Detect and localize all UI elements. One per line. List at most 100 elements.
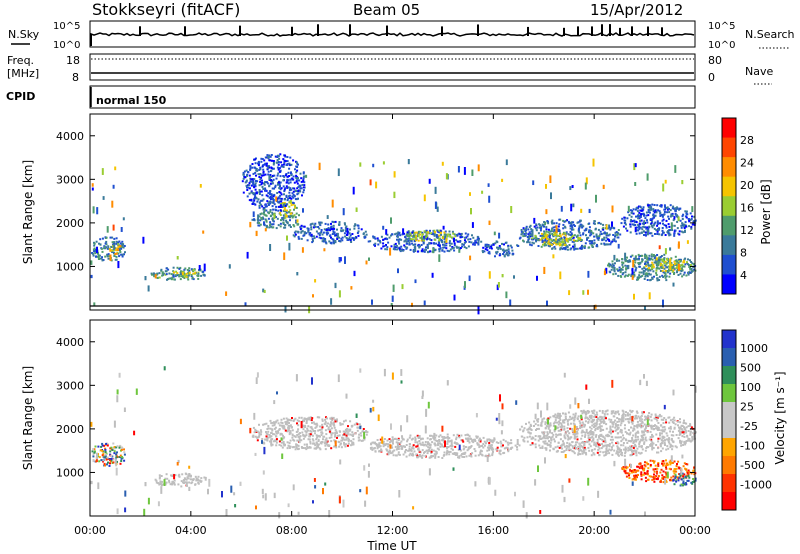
scatter-cell [556, 450, 559, 453]
scatter-cell [443, 233, 446, 236]
scatter-cell [123, 245, 126, 247]
scatter-cell [673, 207, 676, 210]
scatter-cell [617, 453, 619, 456]
scatter-cell [602, 184, 605, 189]
scatter-cell [597, 448, 600, 451]
scatter-cell [203, 263, 206, 272]
scatter-cell [638, 274, 641, 277]
scatter-cell [283, 216, 286, 219]
scatter-cell [269, 202, 272, 205]
scatter-cell [299, 187, 302, 190]
scatter-cell [551, 247, 554, 250]
scatter-cell [638, 217, 641, 220]
scatter-cell [413, 240, 416, 243]
scatter-cell [405, 455, 408, 458]
scatter-cell [115, 446, 118, 449]
scatter-cell [647, 269, 650, 272]
scatter-cell [263, 208, 266, 212]
scatter-cell [673, 268, 676, 271]
scatter-cell [304, 447, 307, 450]
scatter-cell [275, 441, 278, 444]
scatter-cell [653, 211, 656, 214]
scatter-cell [644, 253, 647, 256]
scatter-cell [588, 246, 591, 249]
scatter-cell [112, 243, 114, 246]
scatter-cell [637, 214, 640, 216]
scatter-cell [271, 211, 274, 214]
scatter-cell [672, 282, 675, 287]
scatter-cell [663, 262, 666, 265]
scatter-cell [549, 444, 552, 447]
scatter-cell [345, 434, 348, 437]
scatter-cell [608, 442, 611, 445]
scatter-cell [267, 436, 270, 439]
scatter-cell [644, 449, 647, 452]
scatter-cell [355, 207, 358, 212]
scatter-cell [242, 191, 245, 194]
scatter-cell [644, 429, 647, 432]
scatter-cell [561, 238, 564, 241]
scatter-cell [506, 252, 509, 254]
scatter-cell [414, 279, 417, 284]
scatter-cell [377, 239, 380, 242]
scatter-cell [664, 234, 667, 236]
scatter-cell [277, 168, 280, 171]
scatter-cell [305, 174, 308, 178]
scatter-cell [563, 425, 566, 428]
scatter-cell [457, 456, 459, 459]
scatter-cell [403, 244, 406, 247]
scatter-cell [267, 425, 270, 427]
scatter-cell [442, 243, 444, 246]
scatter-cell [660, 415, 663, 418]
scatter-cell [251, 203, 254, 205]
scatter-cell [613, 266, 616, 273]
scatter-cell [402, 453, 405, 456]
scatter-cell [283, 427, 286, 430]
scatter-cell [409, 452, 412, 455]
scatter-cell [275, 205, 278, 208]
scatter-cell [463, 456, 466, 458]
scatter-cell [270, 225, 273, 228]
scatter-cell [449, 234, 452, 237]
scatter-cell [269, 174, 272, 176]
scatter-cell [639, 425, 642, 428]
scatter-cell [616, 446, 619, 449]
scatter-cell [293, 435, 296, 438]
scatter-cell [668, 442, 671, 445]
scatter-cell [376, 237, 379, 240]
scatter-cell [273, 427, 276, 430]
scatter-cell [274, 439, 276, 442]
scatter-cell [257, 214, 260, 222]
scatter-cell [552, 433, 555, 436]
scatter-cell [486, 438, 489, 441]
scatter-cell [249, 165, 252, 168]
scatter-cell [626, 256, 628, 259]
scatter-cell [251, 166, 254, 169]
scatter-cell [416, 232, 419, 235]
scatter-cell [619, 233, 622, 236]
scatter-cell [249, 180, 252, 183]
scatter-cell [638, 255, 641, 258]
scatter-cell [312, 430, 315, 432]
scatter-cell [501, 178, 504, 182]
scatter-cell [549, 230, 552, 233]
freq-panel-frame [89, 53, 696, 81]
scatter-cell [488, 446, 491, 449]
scatter-cell [396, 233, 399, 236]
scatter-cell [322, 231, 325, 234]
scatter-cell [266, 428, 269, 430]
scatter-cell [355, 422, 358, 425]
scatter-cell [320, 428, 323, 431]
scatter-cell [491, 446, 494, 449]
scatter-cell [317, 438, 320, 441]
scatter-cell [267, 173, 270, 176]
scatter-cell [405, 247, 408, 250]
scatter-cell [280, 203, 283, 205]
scatter-cell [640, 254, 642, 257]
scatter-cell [482, 251, 484, 254]
scatter-cell [683, 258, 686, 261]
scatter-cell [187, 271, 190, 274]
scatter-cell [635, 221, 638, 224]
scatter-cell [663, 258, 666, 260]
